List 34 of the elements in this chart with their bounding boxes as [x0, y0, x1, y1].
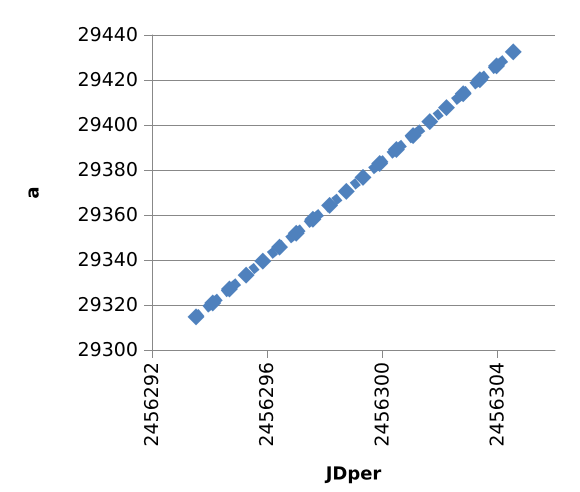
- point: [471, 71, 488, 88]
- x-axis-title: JDper: [324, 464, 382, 484]
- point: [488, 57, 506, 74]
- y-tick-label: 29340: [78, 249, 138, 271]
- point: [438, 99, 455, 116]
- point: [271, 238, 288, 256]
- y-tick-label: 29440: [78, 24, 138, 46]
- y-tick-label: 29380: [78, 159, 138, 181]
- x-tick-label: 2456296: [256, 362, 278, 447]
- point: [421, 113, 438, 130]
- point: [454, 85, 472, 102]
- point: [254, 252, 272, 270]
- point: [304, 210, 322, 228]
- point: [220, 280, 238, 298]
- point: [188, 308, 205, 326]
- y-tick-label: 29420: [78, 69, 138, 91]
- point: [321, 196, 338, 214]
- point: [404, 127, 422, 144]
- point: [238, 266, 255, 284]
- point: [504, 43, 522, 60]
- point: [288, 224, 305, 242]
- y-tick-label: 29400: [78, 114, 138, 136]
- point: [388, 141, 405, 158]
- y-tick-label: 29320: [78, 294, 138, 316]
- point: [354, 168, 372, 186]
- x-tick-label: 2456304: [486, 362, 508, 447]
- x-tick-label: 2456300: [371, 362, 394, 447]
- y-tick-label: 29360: [78, 204, 138, 226]
- point: [338, 182, 355, 200]
- y-axis-title: a: [22, 186, 44, 199]
- point: [371, 154, 388, 172]
- y-tick-label: 29300: [78, 339, 138, 361]
- x-tick-label: 2456292: [141, 362, 163, 447]
- point: [204, 294, 222, 312]
